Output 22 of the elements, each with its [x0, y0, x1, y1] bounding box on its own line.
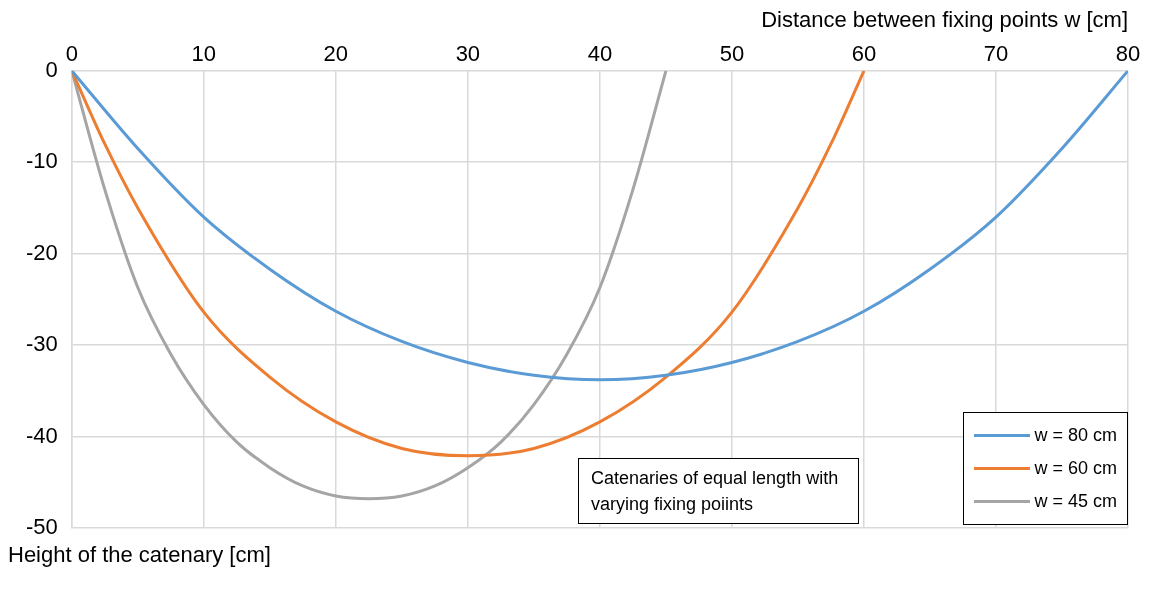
y-tick-label: -10 — [26, 148, 58, 174]
y-tick-label: -20 — [26, 239, 58, 265]
y-tick-label: -50 — [26, 514, 58, 540]
y-axis-title: Height of the catenary [cm] — [8, 542, 271, 568]
y-tick-label: -40 — [26, 422, 58, 448]
y-tick-label: 0 — [45, 56, 58, 82]
x-tick-label: 30 — [455, 40, 481, 66]
y-tick-label: -30 — [26, 331, 58, 357]
x-tick-label: 80 — [1115, 40, 1141, 66]
x-tick-label: 60 — [851, 40, 877, 66]
legend-label: w = 80 cm — [1034, 425, 1117, 446]
legend-label: w = 45 cm — [1034, 491, 1117, 512]
annotation: Catenaries of equal length with varying fixing poiints — [578, 458, 859, 524]
x-tick-label: 70 — [983, 40, 1009, 66]
x-tick-label: 0 — [65, 40, 78, 66]
x-tick-label: 40 — [587, 40, 613, 66]
x-axis-title: Distance between fixing points w [cm] — [761, 7, 1128, 33]
x-tick-label: 20 — [323, 40, 349, 66]
line-series — [71, 70, 866, 458]
x-tick-label: 50 — [719, 40, 745, 66]
x-tick-label: 10 — [191, 40, 217, 66]
legend-label: w = 60 cm — [1034, 458, 1117, 479]
